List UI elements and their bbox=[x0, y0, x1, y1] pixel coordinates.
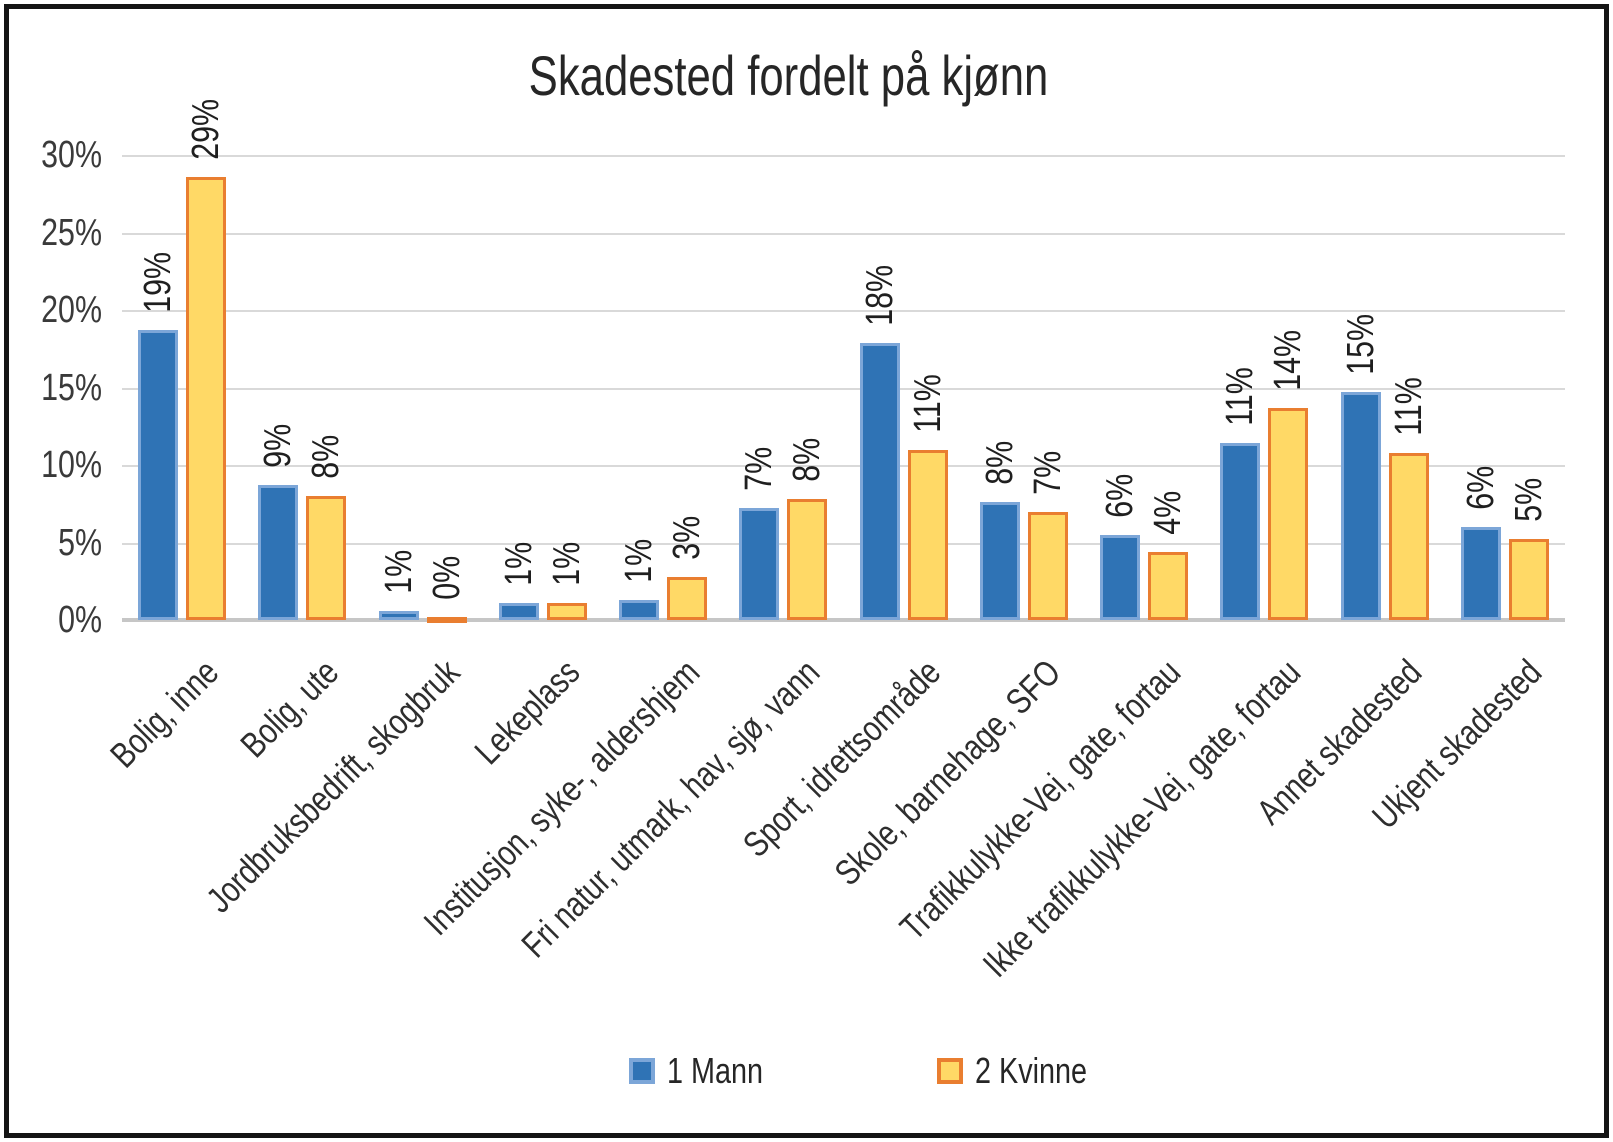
y-axis-tick-label: 0% bbox=[58, 599, 102, 641]
x-axis-line bbox=[122, 618, 1565, 622]
bar-value-label: 6% bbox=[1459, 465, 1502, 510]
bar-value-label: 9% bbox=[257, 424, 300, 468]
legend: 1 Mann 2 Kvinne bbox=[66, 1050, 1613, 1092]
bar-value-label: 0% bbox=[425, 555, 468, 600]
bar-value-label: 5% bbox=[1507, 478, 1550, 523]
bar-value-label: 3% bbox=[666, 515, 709, 560]
bar-mann bbox=[979, 502, 1020, 620]
chart-title: Skadested fordelt på kjønn bbox=[528, 44, 1049, 107]
y-axis-tick-label: 15% bbox=[41, 366, 102, 409]
bar-mann bbox=[1100, 534, 1141, 620]
bar-kvinne bbox=[306, 496, 347, 620]
bar-mann bbox=[1460, 527, 1501, 620]
y-axis-tick-label: 25% bbox=[41, 211, 102, 254]
bar-kvinne bbox=[186, 176, 227, 620]
bar-mann bbox=[859, 342, 900, 620]
bar-kvinne bbox=[426, 616, 467, 623]
bar-mann bbox=[619, 599, 660, 620]
gridline bbox=[122, 310, 1565, 312]
gridline bbox=[122, 542, 1565, 545]
bar-kvinne bbox=[546, 602, 587, 620]
bar-value-label: 15% bbox=[1339, 314, 1382, 375]
bar-value-label: 1% bbox=[497, 541, 540, 586]
y-axis-tick-label: 5% bbox=[58, 521, 102, 564]
bar-mann bbox=[498, 602, 539, 620]
legend-label: 2 Kvinne bbox=[975, 1050, 1088, 1091]
chart-frame bbox=[4, 4, 1609, 1138]
bar-value-label: 1% bbox=[377, 549, 420, 594]
bar-value-label: 11% bbox=[906, 373, 949, 433]
bar-value-label: 7% bbox=[1026, 450, 1069, 495]
bar-value-label: 4% bbox=[1147, 490, 1190, 535]
bar-kvinne bbox=[907, 449, 948, 620]
bar-mann bbox=[378, 610, 419, 620]
gridline bbox=[122, 387, 1565, 390]
bar-value-label: 8% bbox=[978, 441, 1021, 485]
bar-value-label: 1% bbox=[618, 538, 661, 583]
legend-item-mann: 1 Mann bbox=[629, 1050, 787, 1092]
bar-kvinne bbox=[1027, 511, 1068, 620]
bar-kvinne bbox=[1388, 452, 1429, 620]
gridline bbox=[122, 232, 1565, 235]
legend-label: 1 Mann bbox=[667, 1050, 764, 1091]
legend-swatch-mann bbox=[629, 1058, 656, 1084]
bar-value-label: 8% bbox=[305, 434, 348, 479]
bar-kvinne bbox=[1268, 407, 1309, 620]
gridline bbox=[122, 465, 1565, 467]
y-axis-tick-label: 10% bbox=[41, 444, 102, 486]
bar-mann bbox=[739, 508, 780, 620]
y-axis-tick-label: 30% bbox=[41, 134, 102, 176]
bar-value-label: 14% bbox=[1267, 329, 1310, 391]
bar-mann bbox=[258, 485, 299, 620]
bar-value-label: 11% bbox=[1219, 367, 1262, 427]
legend-item-kvinne: 2 Kvinne bbox=[937, 1050, 1115, 1092]
bar-value-label: 8% bbox=[786, 437, 829, 482]
bar-mann bbox=[138, 330, 179, 620]
legend-swatch-kvinne bbox=[937, 1058, 964, 1084]
bar-value-label: 19% bbox=[137, 252, 180, 313]
bar-value-label: 11% bbox=[1387, 376, 1430, 436]
bar-value-label: 1% bbox=[545, 541, 588, 586]
bar-kvinne bbox=[787, 499, 828, 620]
bar-mann bbox=[1340, 392, 1381, 620]
bar-kvinne bbox=[1148, 551, 1189, 620]
y-axis-tick-label: 20% bbox=[41, 289, 102, 331]
bar-value-label: 6% bbox=[1099, 473, 1142, 518]
bar-value-label: 18% bbox=[858, 264, 901, 326]
gridline bbox=[122, 155, 1565, 157]
bar-value-label: 29% bbox=[185, 98, 228, 160]
bar-mann bbox=[1220, 443, 1261, 620]
bar-value-label: 7% bbox=[738, 447, 781, 492]
bar-kvinne bbox=[1508, 539, 1549, 620]
bar-kvinne bbox=[667, 576, 708, 620]
